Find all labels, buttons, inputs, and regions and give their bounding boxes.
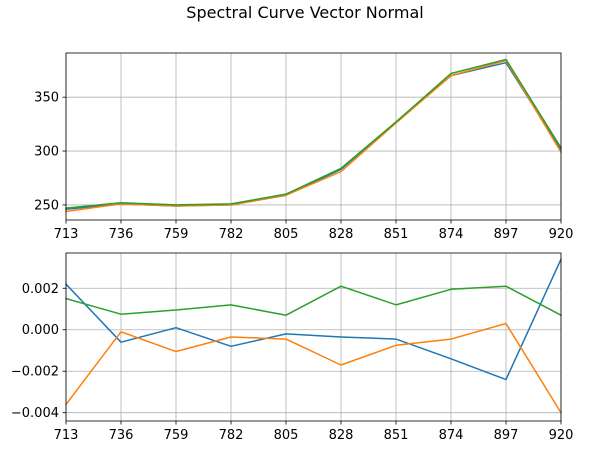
series-line-2 [64,322,563,414]
x-tick-3: 782 [219,220,244,242]
axes-frame [65,52,562,221]
y-tick-0: −0.004 [11,406,66,421]
y-tick-label: 0.002 [22,282,59,297]
x-tick-9: 920 [549,220,574,242]
x-tick-label: 920 [549,227,574,242]
y-tick-2: 0.000 [22,323,66,338]
x-tick-2: 759 [164,421,189,443]
series-line-1 [64,258,562,381]
series-line-3 [65,58,563,209]
y-tick-0: 250 [34,198,66,213]
x-tick-label: 805 [274,227,299,242]
x-tick-4: 805 [274,421,299,443]
x-tick-label: 828 [329,428,354,443]
x-tick-0: 713 [54,421,79,443]
y-tick-label: 250 [34,198,59,213]
x-tick-label: 782 [219,428,244,443]
x-tick-6: 851 [384,421,409,443]
y-tick-1: −0.002 [11,365,66,380]
y-tick-label: 300 [34,145,59,160]
x-tick-5: 828 [329,220,354,242]
x-tick-6: 851 [384,220,409,242]
y-tick-2: 350 [34,91,66,106]
x-tick-label: 736 [109,227,134,242]
x-tick-label: 782 [219,227,244,242]
x-tick-label: 736 [109,428,134,443]
y-tick-3: 0.002 [22,282,66,297]
x-tick-9: 920 [549,421,574,443]
x-tick-label: 828 [329,227,354,242]
series-line-2 [65,59,563,213]
x-tick-label: 805 [274,428,299,443]
x-tick-label: 851 [384,227,409,242]
x-tick-0: 713 [54,220,79,242]
x-tick-8: 897 [494,421,519,443]
x-tick-2: 759 [164,220,189,242]
x-tick-label: 874 [439,227,464,242]
y-tick-label: −0.002 [11,365,59,380]
x-tick-label: 897 [494,428,519,443]
x-tick-7: 874 [439,421,464,443]
x-tick-8: 897 [494,220,519,242]
figure-title: Spectral Curve Vector Normal [186,3,423,22]
y-tick-label: 350 [34,91,59,106]
x-tick-label: 759 [164,227,189,242]
x-tick-7: 874 [439,220,464,242]
y-tick-label: 0.000 [22,323,59,338]
x-tick-1: 736 [109,220,134,242]
series-line-1 [65,61,563,211]
x-tick-label: 920 [549,428,574,443]
y-tick-1: 300 [34,145,66,160]
x-tick-5: 828 [329,421,354,443]
x-tick-label: 713 [54,428,79,443]
x-tick-4: 805 [274,220,299,242]
y-tick-label: −0.004 [11,406,59,421]
x-tick-label: 897 [494,227,519,242]
x-tick-label: 851 [384,428,409,443]
x-tick-label: 874 [439,428,464,443]
panel-2: 713 736 759 782 805 828 851 874 897 920 −0.004 −0.0… [11,252,574,443]
x-tick-1: 736 [109,421,134,443]
x-tick-label: 759 [164,428,189,443]
series-line-3 [65,285,563,317]
x-tick-label: 713 [54,227,79,242]
x-tick-3: 782 [219,421,244,443]
axes-frame [65,252,562,422]
panel-1: 713 736 759 782 805 828 851 874 897 920 250 300 350 [34,52,574,242]
